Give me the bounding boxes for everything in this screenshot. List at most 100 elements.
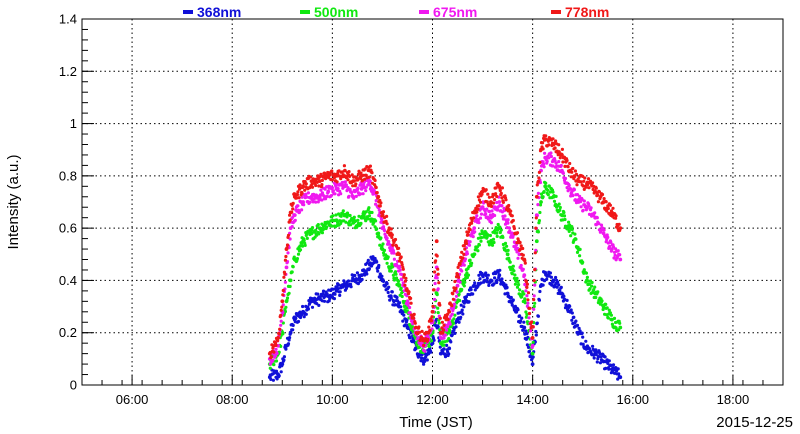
data-point [343, 180, 347, 184]
data-point [314, 183, 318, 188]
data-point [347, 170, 351, 174]
data-point [525, 343, 530, 347]
data-point [401, 319, 405, 323]
data-point [584, 185, 589, 189]
data-point [279, 323, 283, 327]
data-point [329, 194, 333, 198]
data-point [304, 312, 308, 316]
data-point [523, 261, 527, 265]
data-point [584, 347, 589, 351]
data-point [387, 240, 391, 244]
data-point [503, 214, 507, 218]
data-point [451, 321, 455, 325]
data-point [577, 326, 581, 330]
data-point [457, 278, 461, 282]
data-point [614, 247, 618, 251]
data-point [454, 325, 458, 329]
data-point [578, 254, 582, 258]
data-point [512, 226, 517, 231]
data-point [440, 320, 444, 324]
data-point [501, 200, 505, 204]
data-point [570, 225, 574, 229]
data-point [283, 258, 287, 262]
data-point [271, 358, 275, 362]
data-point [557, 143, 561, 147]
data-point [598, 361, 603, 365]
data-point [558, 289, 562, 293]
data-point [374, 219, 378, 223]
data-point [452, 302, 456, 306]
data-point [558, 208, 562, 212]
data-point [348, 187, 352, 191]
x-tick-label: 06:00 [116, 392, 149, 407]
data-point [476, 218, 480, 222]
data-point [364, 173, 368, 177]
legend-label-778nm: 778nm [565, 4, 609, 20]
data-point [493, 198, 497, 202]
data-point [552, 199, 557, 203]
data-point [592, 356, 596, 360]
data-point [527, 311, 532, 316]
data-point [433, 297, 437, 302]
data-point [501, 217, 505, 221]
data-point [277, 374, 281, 378]
data-point [487, 283, 491, 287]
data-point [350, 191, 354, 195]
data-point [554, 194, 558, 198]
data-point [274, 347, 278, 351]
data-point [613, 253, 617, 257]
data-point [308, 200, 312, 204]
data-point [457, 292, 461, 296]
data-point [602, 197, 606, 201]
data-point [600, 299, 604, 303]
data-point [314, 228, 318, 232]
data-point [532, 304, 536, 309]
data-point [338, 290, 342, 294]
data-point [352, 179, 356, 183]
data-point [606, 316, 610, 320]
data-point [517, 283, 521, 287]
data-point [551, 164, 555, 168]
data-point [274, 359, 279, 363]
data-point [459, 259, 463, 263]
data-point [534, 239, 539, 244]
y-tick-label: 0.2 [59, 325, 77, 340]
data-point [357, 214, 361, 218]
data-point [436, 267, 440, 271]
data-point [618, 321, 622, 325]
data-point [430, 315, 434, 319]
data-point [413, 321, 417, 325]
data-point [479, 236, 484, 240]
data-point [478, 216, 483, 220]
data-point [366, 168, 370, 173]
data-point [575, 323, 580, 327]
data-point [565, 186, 569, 190]
data-point [413, 348, 417, 352]
data-point [505, 244, 509, 248]
data-point [280, 305, 284, 309]
data-point [587, 347, 592, 351]
data-point [317, 179, 322, 184]
data-point [346, 279, 351, 283]
data-point [296, 204, 300, 208]
data-point [616, 377, 620, 381]
data-point [486, 273, 490, 277]
data-point [357, 273, 361, 277]
data-point [296, 252, 301, 256]
data-point [389, 296, 393, 300]
data-point [467, 243, 472, 247]
data-point [422, 343, 426, 347]
data-point [320, 183, 324, 187]
data-point [488, 233, 492, 238]
data-point [574, 319, 578, 323]
data-point [606, 235, 610, 239]
data-point [269, 377, 273, 381]
data-point [465, 275, 469, 280]
data-point [596, 290, 600, 294]
data-point [348, 174, 352, 178]
data-point [405, 318, 409, 322]
data-point [291, 265, 295, 269]
data-point [539, 200, 543, 204]
data-point [442, 347, 446, 351]
data-point [373, 256, 377, 261]
